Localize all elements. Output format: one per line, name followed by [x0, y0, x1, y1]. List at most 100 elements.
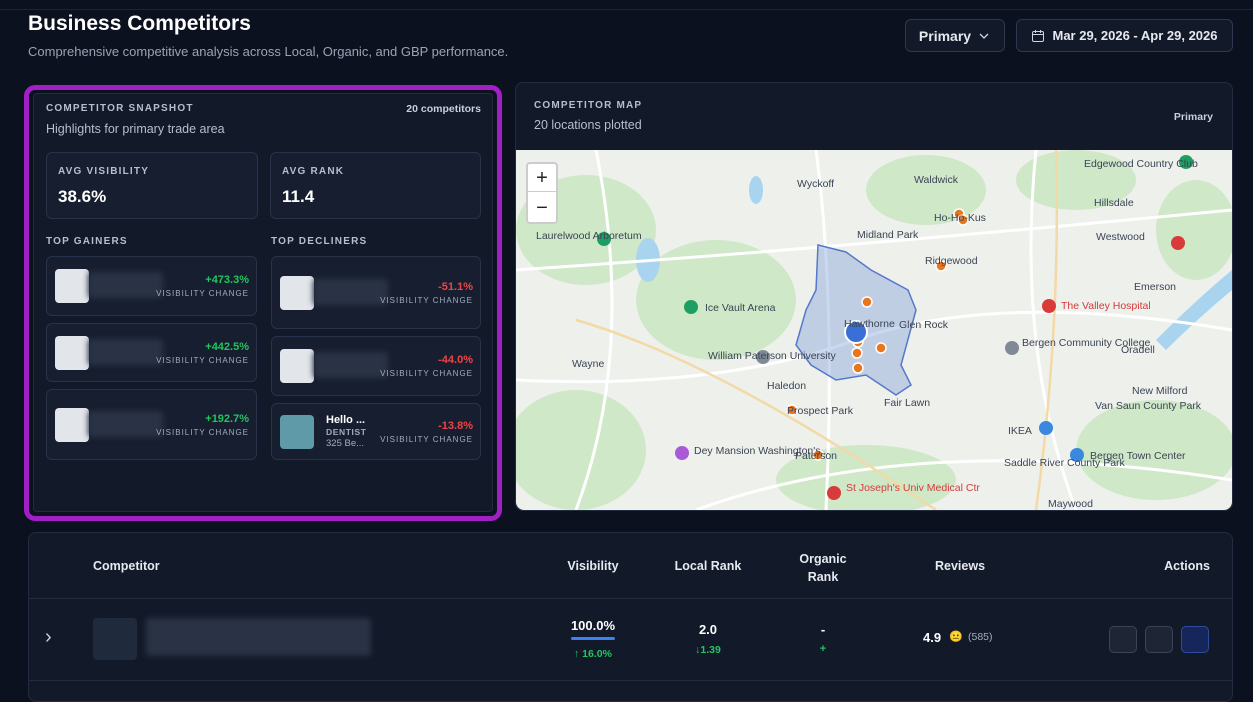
page-subtitle: Comprehensive competitive analysis acros… — [28, 44, 509, 59]
map-place: Midland Park — [857, 229, 919, 241]
metric-box — [270, 152, 481, 219]
map-place: Prospect Park — [787, 405, 853, 417]
column-header: Reviews — [934, 559, 986, 573]
mover-caption: VISIBILITY CHANGE — [380, 295, 473, 305]
mover-name-redacted — [88, 272, 163, 298]
row-rule — [29, 680, 1232, 681]
mover-change: -51.1% — [438, 280, 473, 293]
highlight-frame — [24, 85, 502, 521]
map-place: Wyckoff — [797, 178, 835, 190]
column-header: Organic Rank — [799, 552, 847, 584]
date-text: Mar 29, 2026 - Apr 29, 2026 — [1052, 28, 1218, 43]
map-place: Waldwick — [914, 174, 958, 186]
mover-caption: VISIBILITY CHANGE — [380, 369, 473, 378]
area-button-text: Primary — [918, 27, 972, 44]
map-place: Maywood — [1048, 498, 1093, 510]
column-header: Local Rank — [674, 559, 742, 573]
zoom-out[interactable]: − — [536, 197, 548, 219]
zoom-in[interactable]: + — [528, 164, 556, 192]
map-place: Hillsdale — [1094, 197, 1134, 209]
mover-caption: VISIBILITY CHANGE — [380, 434, 473, 444]
page: Business Competitors Comprehensive compe… — [0, 9, 1253, 702]
mover-caption: VISIBILITY CHANGE — [156, 427, 249, 437]
map-place: Ho-Ho-Kus — [934, 212, 986, 224]
mover-change: -13.8% — [438, 419, 473, 432]
map-place: Ice Vault Arena — [705, 302, 776, 314]
mover-caption: VISIBILITY CHANGE — [156, 355, 249, 365]
map-label: COMPETITOR MAP — [534, 100, 643, 111]
competitor-name-redacted — [146, 618, 371, 656]
decliners-label: TOP DECLINERS — [271, 236, 368, 247]
map-place: Bergen Town Center — [1090, 450, 1186, 462]
metric-value: 38.6% — [58, 187, 107, 206]
mover-category: DENTIST — [326, 426, 367, 437]
top-rule — [0, 9, 1253, 10]
map-graphic — [516, 150, 1232, 510]
mover-logo — [55, 269, 89, 303]
review-count: (585) — [968, 631, 993, 643]
mover-logo — [280, 275, 314, 310]
map-place: Paterson — [795, 450, 838, 462]
rating-emoji: 😐 — [949, 631, 963, 643]
map-action[interactable] — [1109, 626, 1137, 653]
map-place: The Valley Hospital — [1061, 300, 1151, 312]
map-place: Glen Rock — [899, 319, 949, 331]
map-place: Wayne — [572, 358, 605, 370]
view-action[interactable] — [1181, 626, 1209, 653]
map-place: Laurelwood Arboretum — [536, 230, 642, 242]
mover-logo — [55, 335, 89, 370]
map-place: Westwood — [1096, 231, 1145, 243]
map-place: New Milford — [1132, 385, 1188, 397]
mover-caption: VISIBILITY CHANGE — [156, 289, 249, 298]
visibility: 100.0% — [570, 618, 616, 633]
snapshot-count: 20 competitors — [406, 103, 481, 115]
mover-logo — [55, 407, 89, 442]
map-place: Van Saun County Park — [1095, 400, 1202, 412]
visibility-change: ↑ 16.0% — [574, 648, 612, 660]
map-area: Primary — [1173, 111, 1213, 123]
map-place: Haledon — [767, 380, 807, 392]
map-place: Fair Lawn — [884, 397, 931, 409]
gainers-label: TOP GAINERS — [46, 236, 128, 247]
snapshot-subtitle: Highlights for primary trade area — [46, 122, 225, 136]
area-button[interactable]: Primary — [905, 19, 1005, 52]
map-place: Oradell — [1121, 344, 1155, 356]
map-place: Emerson — [1134, 281, 1177, 293]
zoom-control — [526, 162, 558, 224]
metric-label: AVG RANK — [282, 166, 345, 177]
map-place: IKEA — [1008, 425, 1032, 437]
calendar-icon — [1032, 29, 1045, 42]
date-button[interactable]: Mar 29, 2026 - Apr 29, 2026 — [1016, 19, 1233, 52]
column-header: Competitor — [93, 559, 160, 573]
organic-rank: - — [820, 622, 826, 637]
map-place: Hawthorne — [844, 318, 895, 330]
metric-label: AVG VISIBILITY — [58, 166, 150, 177]
organic-rank-change: + — [819, 643, 827, 655]
map-place: Ridgewood — [925, 255, 978, 267]
table-card — [28, 532, 1233, 702]
web-action[interactable] — [1145, 626, 1173, 653]
snapshot-label: COMPETITOR SNAPSHOT — [46, 103, 194, 114]
expand-button[interactable]: › — [45, 626, 52, 648]
mover-address: 325 Be... — [326, 437, 365, 449]
map[interactable]: + − Wyckoff Waldwick Ho-Ho-Kus Midland Park… — [516, 150, 1232, 510]
mover-change: +442.5% — [205, 340, 249, 353]
page-title: Business Competitors — [28, 12, 251, 35]
header-rule — [29, 598, 1232, 599]
mover-name: Hello ... — [326, 413, 366, 426]
column-header: Visibility — [567, 559, 619, 573]
map-place: William Paterson University — [708, 350, 836, 362]
map-place: Bergen Community College — [1022, 337, 1151, 349]
rating: 4.9 — [923, 630, 942, 645]
map-place: Dey Mansion Washington's... — [694, 445, 830, 457]
local-rank-change: ↓1.39 — [695, 644, 721, 656]
mover-name-redacted — [313, 278, 388, 305]
map-place: Edgewood Country Club — [1084, 158, 1198, 170]
metric-box — [46, 152, 258, 219]
mover-change: +473.3% — [205, 274, 249, 286]
visibility-bar — [571, 637, 615, 640]
mover-change: -44.0% — [438, 354, 473, 366]
competitor-logo — [93, 618, 137, 660]
mover-name-redacted — [88, 338, 163, 365]
mover-name-redacted — [88, 410, 163, 437]
